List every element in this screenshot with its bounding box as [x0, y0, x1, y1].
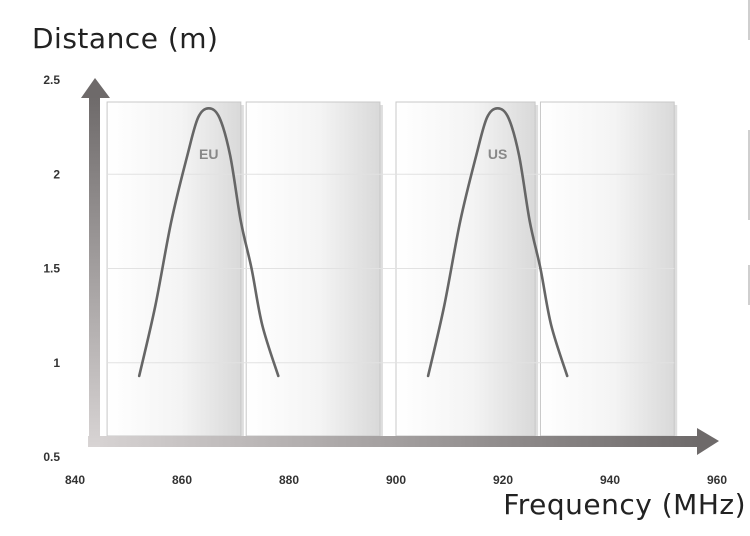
series-line-eu — [137, 106, 280, 378]
y-axis-title: Distance (m) — [32, 22, 219, 55]
x-axis-arrow-icon — [697, 428, 719, 455]
series-label-eu: EU — [199, 146, 218, 162]
x-tick-label: 920 — [493, 473, 513, 487]
y-tick-label: 2 — [53, 167, 60, 181]
y-axis-arrow-icon — [81, 78, 110, 98]
y-tick-label: 1.5 — [43, 262, 60, 276]
y-tick-label: 2.5 — [43, 73, 60, 87]
series-label-us: US — [488, 146, 507, 162]
edge-mark — [748, 0, 750, 40]
x-axis-title: Frequency (MHz) — [503, 488, 746, 521]
x-tick-label: 880 — [279, 473, 299, 487]
y-tick-label: 1 — [53, 356, 60, 370]
x-axis-line — [88, 436, 700, 447]
x-tick-label: 900 — [386, 473, 406, 487]
x-tick-label: 940 — [600, 473, 620, 487]
x-tick-label: 960 — [707, 473, 727, 487]
series-line-us — [426, 106, 569, 378]
y-axis-line — [89, 96, 100, 447]
y-tick-label: 0.5 — [43, 450, 60, 464]
x-tick-label: 840 — [65, 473, 85, 487]
edge-mark — [748, 265, 750, 305]
edge-mark — [748, 130, 750, 220]
x-tick-label: 860 — [172, 473, 192, 487]
